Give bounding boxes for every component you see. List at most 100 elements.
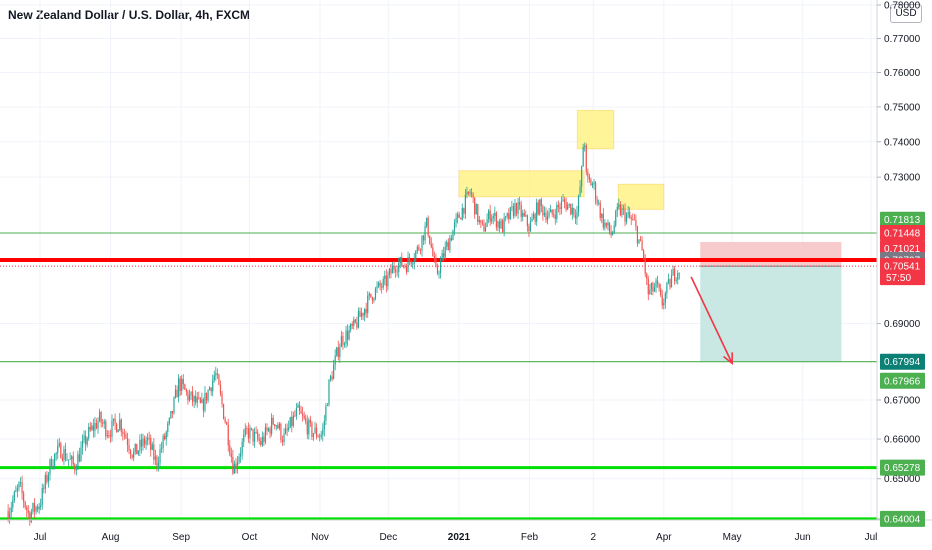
- price-tag[interactable]: 0.65278: [880, 459, 925, 476]
- candle-body: [570, 203, 572, 215]
- candle-body: [44, 475, 46, 489]
- candle-body: [371, 297, 373, 301]
- candle-body: [622, 208, 625, 210]
- horizontal-levels: [0, 232, 877, 521]
- candle-body: [210, 387, 212, 392]
- price-tag[interactable]: 0.67966: [880, 372, 925, 389]
- currency-button[interactable]: USD: [890, 4, 922, 23]
- candle-body: [309, 419, 311, 423]
- price-tick-label: 0.73000: [884, 173, 921, 184]
- candle-body: [343, 343, 346, 345]
- price-tag-bg: [880, 510, 925, 527]
- candle-body: [672, 268, 674, 276]
- candle-body: [300, 410, 302, 414]
- candle-body: [508, 213, 510, 220]
- candle-body: [148, 437, 150, 439]
- candle-body: [359, 311, 361, 317]
- price-tick-label: 0.77000: [884, 34, 921, 45]
- highlight-box[interactable]: [576, 109, 615, 150]
- candle-body: [247, 428, 249, 439]
- candle-body: [546, 216, 549, 221]
- candle-body: [418, 246, 420, 250]
- price-tick-label: 0.69000: [884, 319, 921, 330]
- projection-arrow: [690, 276, 734, 366]
- candle-body: [61, 458, 63, 461]
- candle-body: [368, 293, 370, 296]
- candle-body: [241, 441, 243, 454]
- candle-body: [625, 214, 628, 222]
- candle-body: [348, 330, 350, 340]
- candle-body: [598, 202, 600, 204]
- candle-body: [46, 475, 48, 482]
- candle-body: [35, 506, 37, 512]
- candle-body: [532, 213, 535, 219]
- candle-body: [646, 273, 648, 279]
- candle-body: [412, 263, 414, 265]
- candle-body: [117, 429, 119, 433]
- price-tag[interactable]: 0.71448: [880, 224, 925, 241]
- candle-body: [317, 436, 319, 438]
- candle-body: [168, 417, 170, 424]
- highlight-box[interactable]: [458, 170, 585, 198]
- candle-body: [178, 378, 180, 398]
- candle-body: [537, 202, 539, 215]
- candle-body: [345, 330, 347, 344]
- candle-body: [315, 427, 318, 437]
- candle-body: [636, 226, 639, 244]
- candle-body: [619, 204, 621, 216]
- candle-body: [562, 199, 564, 202]
- candle-body: [567, 204, 569, 210]
- candle-body: [216, 373, 218, 375]
- price-tag-label: 0.64004: [884, 514, 921, 525]
- candle-body: [373, 298, 375, 301]
- candle-body: [289, 417, 291, 428]
- candle-body: [339, 347, 341, 358]
- candle-body: [478, 219, 480, 223]
- candle-body: [342, 336, 344, 345]
- candle-body: [627, 212, 629, 215]
- candle-body: [396, 271, 398, 273]
- candle-body: [33, 502, 36, 512]
- time-tick-label: Jun: [795, 532, 811, 543]
- candle-body: [139, 439, 141, 451]
- candle-body: [297, 404, 299, 408]
- candle-body: [229, 445, 231, 455]
- price-tag[interactable]: 0.71813: [880, 211, 925, 228]
- candle-body: [560, 201, 563, 209]
- candle-body: [529, 221, 532, 232]
- candle-body: [436, 266, 439, 274]
- candle-body: [323, 420, 325, 430]
- price-tag[interactable]: 0.64004: [880, 510, 925, 527]
- time-tick-label: Sep: [172, 532, 190, 543]
- candle-body: [47, 474, 50, 482]
- candle-body: [484, 226, 487, 232]
- candle-body: [109, 435, 112, 437]
- time-tick-label: May: [723, 532, 742, 543]
- candle-body: [83, 435, 85, 441]
- take-profit-zone[interactable]: [700, 266, 842, 362]
- candle-body: [205, 392, 208, 401]
- candle-body: [281, 439, 284, 442]
- candle-body: [170, 410, 172, 418]
- candle-body: [514, 203, 516, 216]
- candle-body: [331, 376, 333, 380]
- candle-body: [32, 502, 34, 512]
- price-tag[interactable]: 0.67994: [880, 353, 925, 370]
- candle-body: [624, 208, 626, 222]
- candle-body: [218, 374, 220, 385]
- highlight-box[interactable]: [617, 183, 665, 210]
- candle-body: [494, 212, 496, 216]
- candle-body: [181, 378, 183, 391]
- candle-body: [150, 437, 152, 450]
- arrow-shaft[interactable]: [690, 276, 733, 364]
- time-tick-label: Nov: [311, 532, 329, 543]
- candle-body: [24, 501, 26, 508]
- candle-body: [137, 450, 139, 455]
- candle-body: [314, 427, 316, 434]
- stop-loss-zone[interactable]: [700, 242, 842, 267]
- candle-body: [553, 213, 555, 216]
- candle-body: [571, 207, 573, 215]
- candle-body: [554, 215, 556, 219]
